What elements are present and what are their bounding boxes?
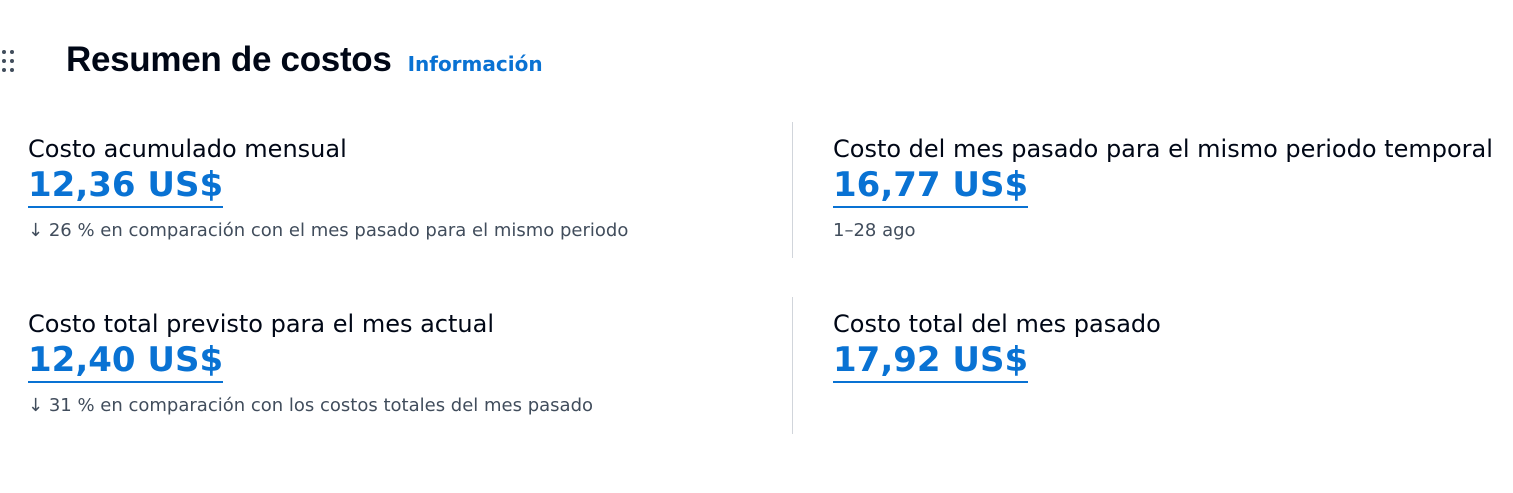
divider — [792, 297, 793, 434]
metric-label: Costo del mes pasado para el mismo perio… — [833, 135, 1493, 163]
info-link[interactable]: Información — [407, 52, 543, 76]
metric-value-link[interactable]: 12,36 US$ — [28, 164, 224, 208]
metric-comparison: ↓ 31 % en comparación con los costos tot… — [28, 395, 593, 416]
metric-forecast: Costo total previsto para el mes actual … — [28, 309, 593, 416]
arrow-down-icon: ↓ — [28, 395, 44, 416]
metric-label: Costo total del mes pasado — [833, 310, 1161, 338]
drag-handle-icon[interactable] — [0, 50, 18, 78]
comparison-text: 31 % en comparación con los costos total… — [48, 395, 594, 416]
metric-value-link[interactable]: 12,40 US$ — [28, 339, 224, 383]
arrow-down-icon: ↓ — [28, 220, 44, 241]
metric-month-to-date: Costo acumulado mensual 12,36 US$ ↓ 26 %… — [28, 134, 628, 241]
metric-last-month-total: Costo total del mes pasado 17,92 US$ — [833, 309, 1161, 383]
metric-value-link[interactable]: 16,77 US$ — [833, 164, 1029, 208]
divider — [792, 122, 793, 258]
metric-comparison: ↓ 26 % en comparación con el mes pasado … — [28, 220, 628, 241]
date-range: 1–28 ago — [833, 220, 916, 241]
metric-last-month-same-period: Costo del mes pasado para el mismo perio… — [833, 134, 1493, 241]
comparison-text: 26 % en comparación con el mes pasado pa… — [48, 220, 629, 241]
page-title: Resumen de costos — [66, 40, 392, 79]
widget-header: Resumen de costos Información — [2, 40, 543, 80]
metric-label: Costo acumulado mensual — [28, 135, 347, 163]
metric-value-link[interactable]: 17,92 US$ — [833, 339, 1029, 383]
metric-label: Costo total previsto para el mes actual — [28, 310, 494, 338]
